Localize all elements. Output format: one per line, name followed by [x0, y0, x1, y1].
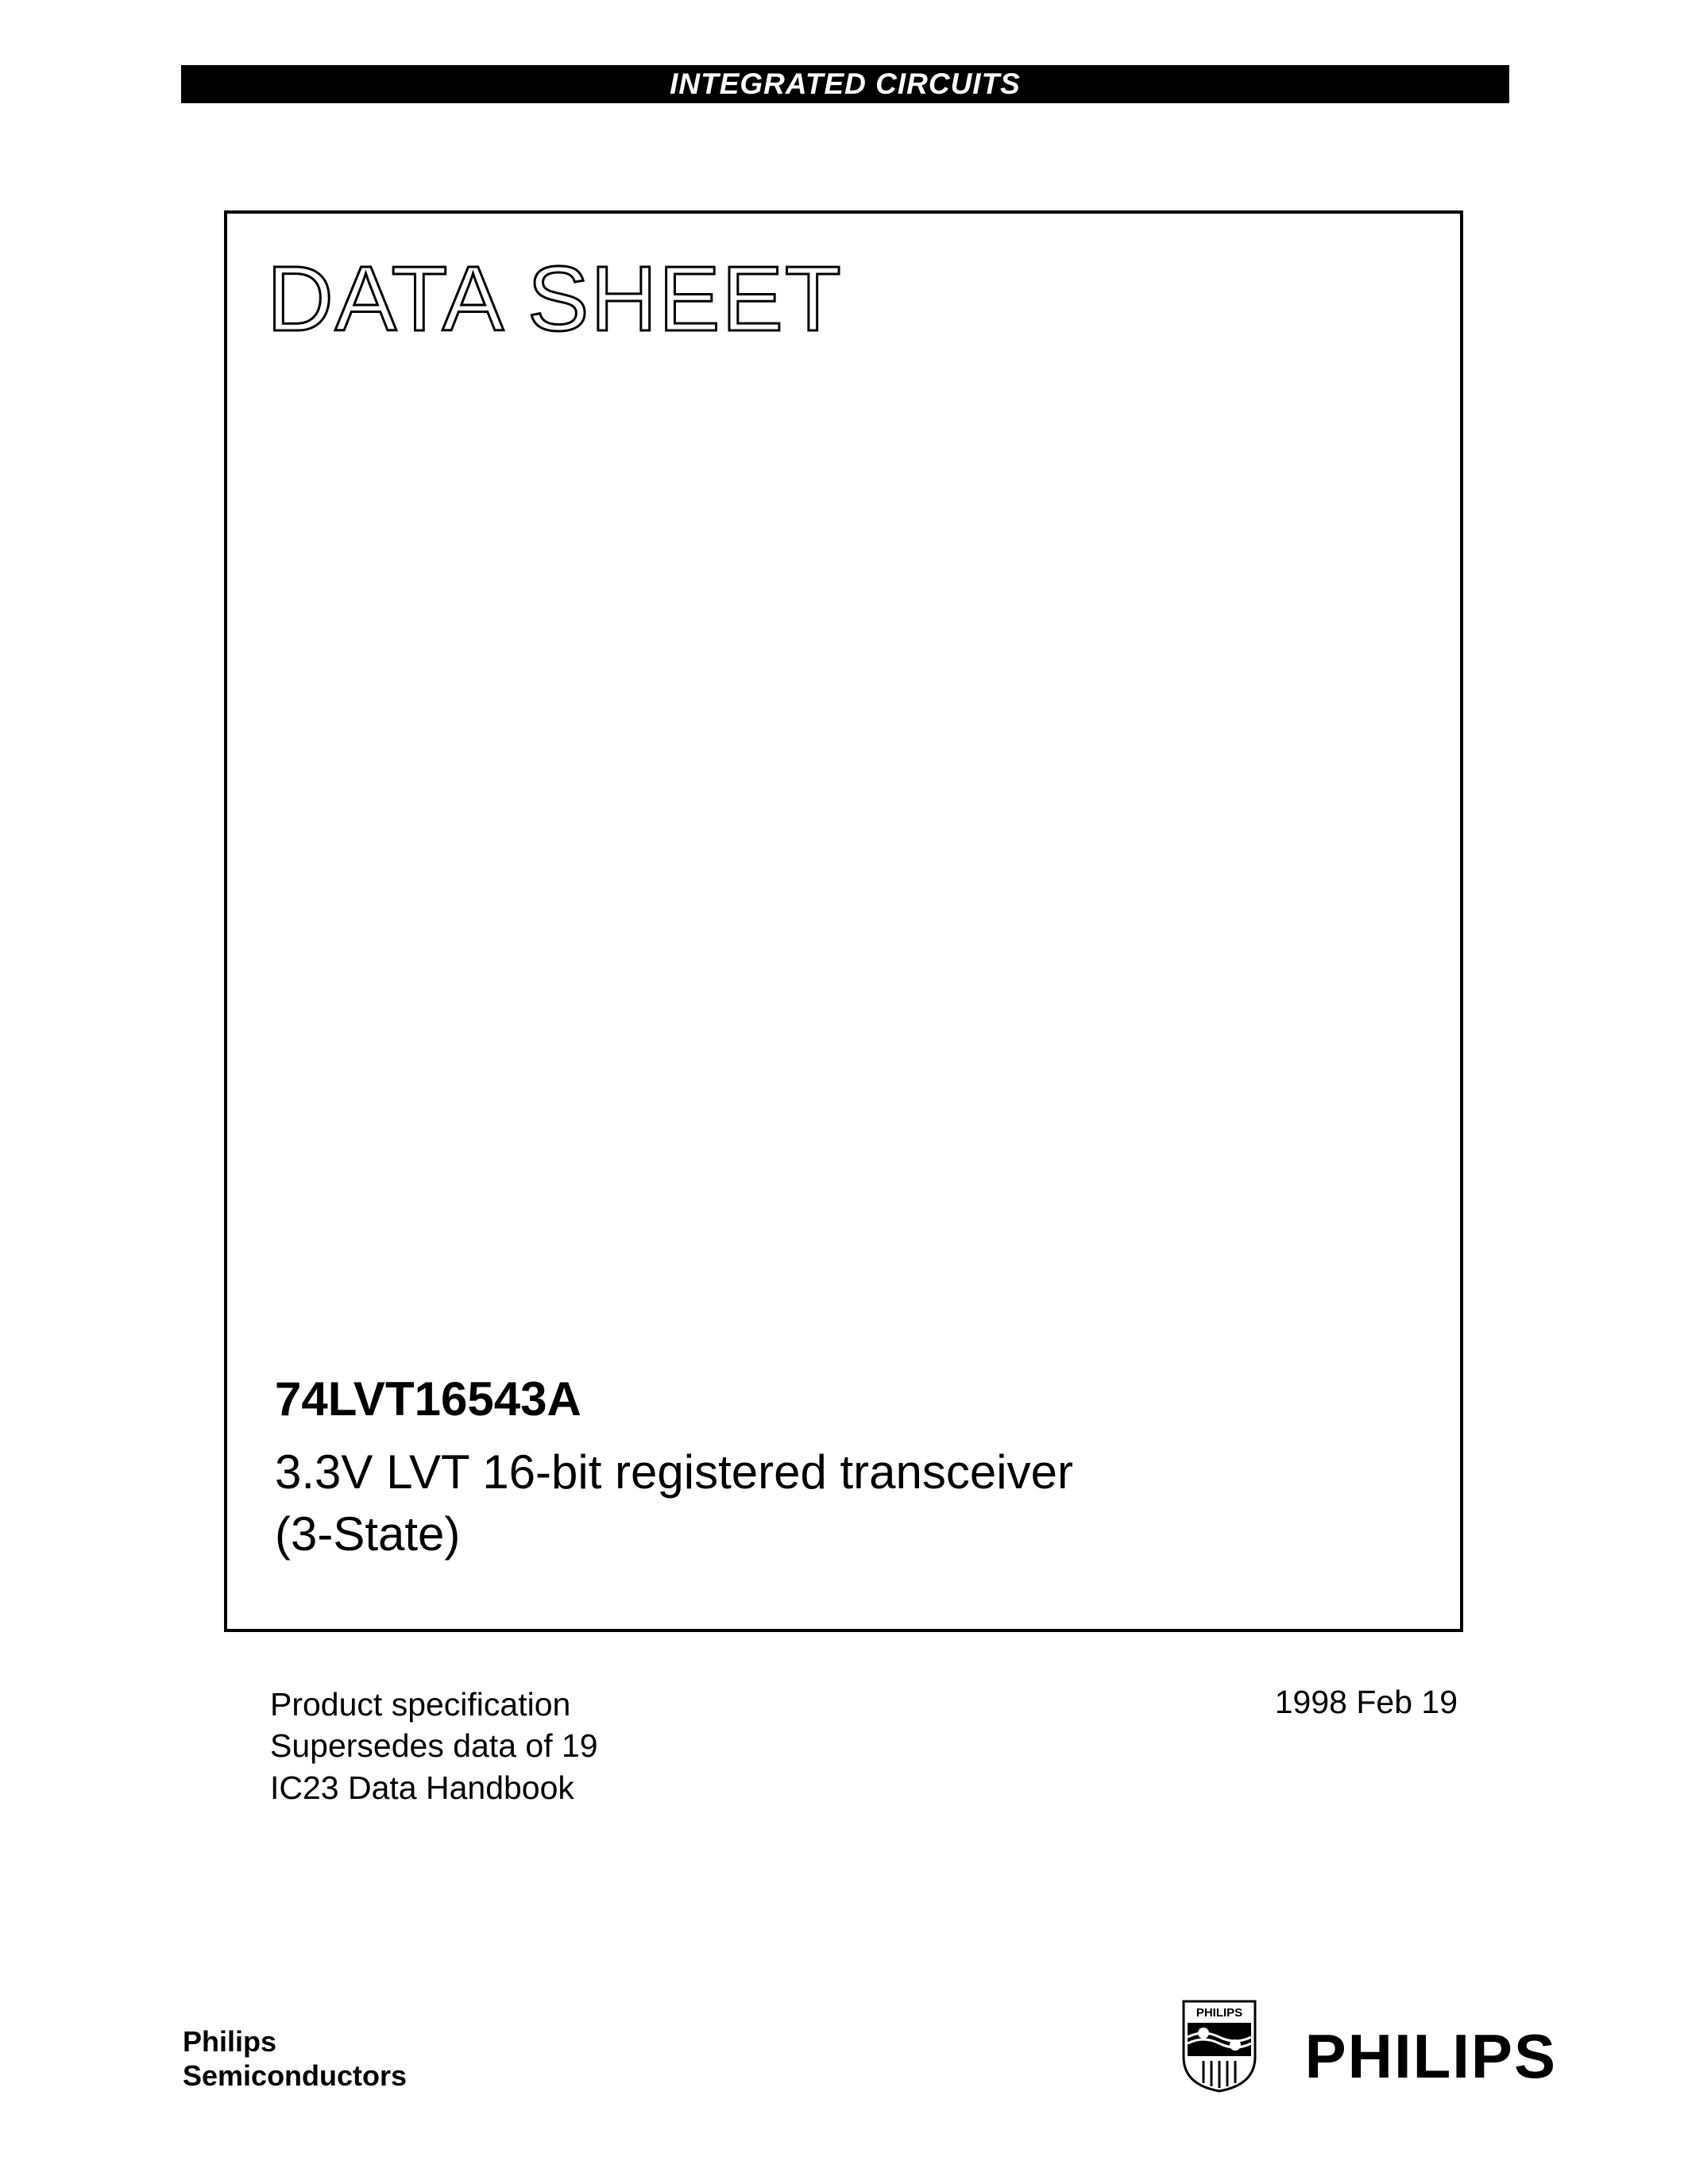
banner-bar: INTEGRATED CIRCUITS [181, 65, 1509, 103]
part-description-line1: 3.3V LVT 16-bit registered transceiver [275, 1445, 1073, 1499]
banner-text: INTEGRATED CIRCUITS [670, 68, 1021, 100]
company-line2: Semiconductors [183, 2059, 407, 2092]
company-line1: Philips [183, 2025, 276, 2058]
spec-line2: Supersedes data of 19 [270, 1727, 598, 1764]
spec-line3: IC23 Data Handbook [270, 1769, 574, 1806]
philips-shield-icon: PHILIPS [1180, 1997, 1259, 2093]
main-box: DATA SHEET 74LVT16543A 3.3V LVT 16-bit r… [224, 210, 1463, 1632]
company-name: Philips Semiconductors [183, 2024, 407, 2093]
part-description: 3.3V LVT 16-bit registered transceiver (… [275, 1441, 1073, 1565]
spec-block: Product specification Supersedes data of… [270, 1684, 598, 1808]
svg-text:PHILIPS: PHILIPS [1196, 2006, 1242, 2020]
philips-wordmark: PHILIPS [1305, 2020, 1557, 2093]
part-description-line2: (3-State) [275, 1507, 460, 1561]
part-number: 74LVT16543A [275, 1372, 581, 1426]
spec-line1: Product specification [270, 1686, 570, 1723]
datasheet-title: DATA SHEET [267, 245, 843, 352]
date: 1998 Feb 19 [1275, 1684, 1458, 1721]
